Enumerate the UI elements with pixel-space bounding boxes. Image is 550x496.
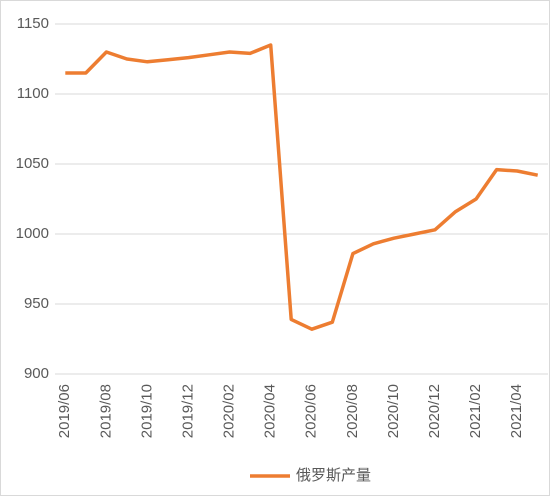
y-tick-label: 1150	[17, 15, 49, 32]
x-tick-label: 2020/04	[262, 384, 279, 438]
x-tick-label: 2020/08	[344, 384, 361, 438]
legend-label: 俄罗斯产量	[296, 467, 371, 484]
x-tick-label: 2019/12	[179, 384, 196, 438]
x-tick-label: 2019/06	[56, 384, 73, 438]
y-tick-label: 950	[24, 295, 49, 312]
line	[65, 43, 539, 331]
x-tick-label: 2021/04	[508, 384, 525, 438]
y-tick-label: 900	[24, 365, 49, 382]
x-tick-label: 2019/08	[97, 384, 114, 438]
x-tick-label: 2019/10	[138, 384, 155, 438]
y-tick-label: 1050	[16, 155, 49, 172]
y-tick-label: 1000	[16, 225, 49, 242]
x-tick-label: 2020/02	[221, 384, 238, 438]
x-tick-label: 2021/02	[467, 384, 484, 438]
x-tick-label: 2020/06	[303, 384, 320, 438]
x-tick-label: 2020/10	[385, 384, 402, 438]
y-tick-label: 1100	[17, 85, 49, 102]
x-tick-label: 2020/12	[426, 384, 443, 438]
